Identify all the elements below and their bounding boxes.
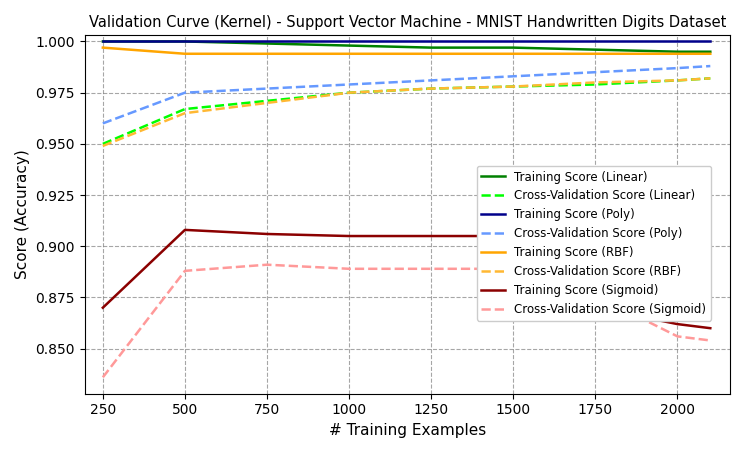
Training Score (RBF): [98, 45, 107, 50]
Line: Cross-Validation Score (Sigmoid): Cross-Validation Score (Sigmoid): [103, 265, 710, 377]
Cross-Validation Score (Sigmoid): [591, 293, 600, 298]
Training Score (Linear): [345, 43, 354, 48]
Cross-Validation Score (Linear): [98, 141, 107, 147]
Line: Cross-Validation Score (Poly): Cross-Validation Score (Poly): [103, 66, 710, 123]
Cross-Validation Score (RBF): [180, 111, 189, 116]
Training Score (Sigmoid): [262, 231, 271, 237]
Cross-Validation Score (Sigmoid): [98, 375, 107, 380]
Training Score (Sigmoid): [427, 233, 436, 239]
Line: Training Score (RBF): Training Score (RBF): [103, 48, 710, 54]
Training Score (Linear): [98, 39, 107, 44]
Cross-Validation Score (RBF): [591, 80, 600, 85]
Cross-Validation Score (Linear): [673, 77, 682, 83]
Training Score (Linear): [262, 41, 271, 46]
Cross-Validation Score (RBF): [427, 86, 436, 92]
Training Score (Poly): [673, 39, 682, 44]
Training Score (Sigmoid): [180, 227, 189, 232]
Training Score (Sigmoid): [509, 233, 518, 239]
Cross-Validation Score (Linear): [345, 90, 354, 96]
Training Score (RBF): [673, 51, 682, 57]
Training Score (Poly): [262, 39, 271, 44]
Cross-Validation Score (Poly): [591, 69, 600, 75]
X-axis label: # Training Examples: # Training Examples: [329, 423, 486, 438]
Line: Cross-Validation Score (Linear): Cross-Validation Score (Linear): [103, 78, 710, 144]
Training Score (RBF): [180, 51, 189, 57]
Cross-Validation Score (RBF): [706, 76, 714, 81]
Cross-Validation Score (RBF): [98, 143, 107, 149]
Cross-Validation Score (Linear): [427, 86, 436, 92]
Cross-Validation Score (Sigmoid): [427, 266, 436, 271]
Title: Validation Curve (Kernel) - Support Vector Machine - MNIST Handwritten Digits Da: Validation Curve (Kernel) - Support Vect…: [89, 15, 726, 30]
Training Score (Poly): [427, 39, 436, 44]
Cross-Validation Score (Sigmoid): [509, 266, 518, 271]
Training Score (RBF): [262, 51, 271, 57]
Cross-Validation Score (Poly): [180, 90, 189, 96]
Training Score (RBF): [509, 51, 518, 57]
Cross-Validation Score (Sigmoid): [345, 266, 354, 271]
Training Score (Sigmoid): [98, 305, 107, 310]
Cross-Validation Score (Poly): [509, 73, 518, 79]
Training Score (Poly): [180, 39, 189, 44]
Cross-Validation Score (Poly): [98, 120, 107, 126]
Training Score (Linear): [591, 47, 600, 53]
Training Score (Sigmoid): [345, 233, 354, 239]
Cross-Validation Score (RBF): [345, 90, 354, 96]
Training Score (Sigmoid): [673, 321, 682, 327]
Training Score (Linear): [673, 49, 682, 54]
Training Score (Linear): [706, 49, 714, 54]
Cross-Validation Score (RBF): [509, 84, 518, 89]
Cross-Validation Score (Linear): [591, 82, 600, 87]
Training Score (Linear): [509, 45, 518, 50]
Cross-Validation Score (Linear): [262, 98, 271, 104]
Cross-Validation Score (Poly): [673, 65, 682, 71]
Line: Training Score (Sigmoid): Training Score (Sigmoid): [103, 230, 710, 328]
Cross-Validation Score (RBF): [262, 100, 271, 106]
Training Score (Poly): [345, 39, 354, 44]
Cross-Validation Score (Linear): [706, 76, 714, 81]
Cross-Validation Score (Linear): [180, 106, 189, 112]
Training Score (Linear): [427, 45, 436, 50]
Cross-Validation Score (Poly): [262, 86, 271, 92]
Cross-Validation Score (Linear): [509, 84, 518, 89]
Training Score (Poly): [591, 39, 600, 44]
Cross-Validation Score (Sigmoid): [706, 338, 714, 343]
Cross-Validation Score (Poly): [706, 63, 714, 69]
Legend: Training Score (Linear), Cross-Validation Score (Linear), Training Score (Poly),: Training Score (Linear), Cross-Validatio…: [477, 166, 711, 321]
Line: Training Score (Linear): Training Score (Linear): [103, 42, 710, 52]
Cross-Validation Score (RBF): [673, 77, 682, 83]
Training Score (Poly): [98, 39, 107, 44]
Line: Cross-Validation Score (RBF): Cross-Validation Score (RBF): [103, 78, 710, 146]
Training Score (RBF): [345, 51, 354, 57]
Training Score (Linear): [180, 39, 189, 44]
Training Score (RBF): [427, 51, 436, 57]
Cross-Validation Score (Sigmoid): [180, 268, 189, 274]
Cross-Validation Score (Sigmoid): [673, 334, 682, 339]
Cross-Validation Score (Sigmoid): [262, 262, 271, 267]
Cross-Validation Score (Poly): [345, 82, 354, 87]
Y-axis label: Score (Accuracy): Score (Accuracy): [15, 149, 30, 280]
Cross-Validation Score (Poly): [427, 77, 436, 83]
Training Score (RBF): [706, 51, 714, 57]
Training Score (RBF): [591, 51, 600, 57]
Training Score (Poly): [706, 39, 714, 44]
Training Score (Sigmoid): [706, 325, 714, 331]
Training Score (Sigmoid): [591, 305, 600, 310]
Training Score (Poly): [509, 39, 518, 44]
